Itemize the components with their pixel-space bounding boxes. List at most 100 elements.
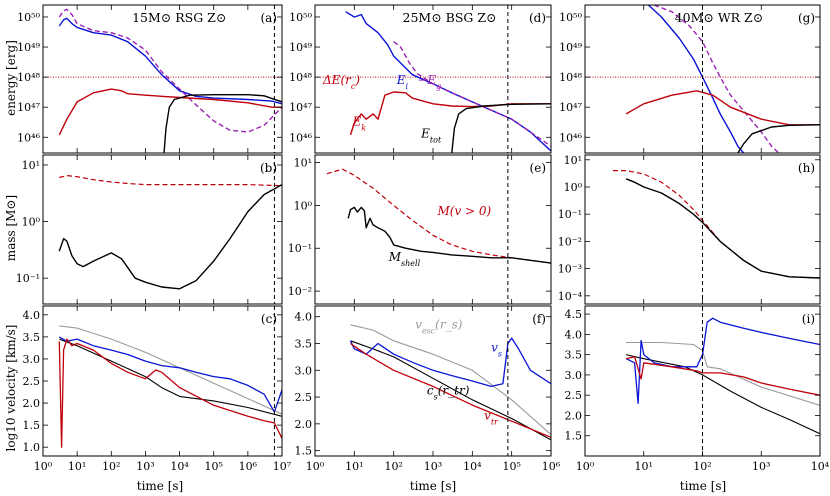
annotation-label: vesc(r_s) [415,318,463,336]
x-axis-label-col3: time [s] [680,479,726,493]
y-tick-label: 10⁴⁶ [289,131,312,144]
x-tick-label: 10⁰ [306,460,325,473]
series-m-shell [58,183,282,290]
panel-c: 10⁰ 10¹ 10² 10³ 10⁴ 10⁵ 10⁶ 10⁷ 1.0 1.5 2.0 2.5 3.0 3… [23,305,292,473]
y-tick-label: 10⁴⁷ [17,101,40,114]
y-tick-label: 1.5 [295,445,313,458]
plot-area [613,155,820,304]
plot-area [43,5,282,153]
series-m-v-0- [613,170,820,279]
series-c-s-r-tr- [625,354,820,435]
panel-d: 10⁴⁶ 10⁴⁷ 10⁴⁸ 10⁴⁹ 10⁵⁰ 25M⊙ BSG Z⊙ (d) ΔE(rc)… [289,4,552,154]
y-tick-label: 2.0 [565,409,583,422]
panel-tag: (a) [260,11,277,25]
plot-area [625,306,820,456]
y-tick-label: 2.0 [23,397,41,410]
series-v-esc-r-s- [350,324,551,436]
y-tick-label: 3.0 [23,353,41,366]
y-tick-label: 10⁴⁸ [289,71,312,84]
annotation-label: M(v > 0) [436,204,491,218]
series-c-s-r-tr- [59,338,282,417]
y-tick-label: 3.5 [565,349,583,362]
panel-title: 40M⊙ WR Z⊙ [675,10,764,25]
y-axis-label-velocity: log10 velocity [km/s] [4,325,18,452]
y-tick-label: 10⁴⁹ [17,41,40,54]
series-c-s-r-tr- [350,340,551,441]
y-tick-label: 10⁻¹ [558,208,582,221]
panel-tag: (g) [798,11,815,25]
series-e-tot [163,94,282,153]
series-v-esc-r-s- [59,325,282,415]
series-e-i [58,17,282,105]
x-tick-label: 10² [693,460,711,473]
series-e-tot [737,124,820,153]
x-tick-label: 10⁵ [502,460,520,473]
panel-tag: (i) [802,312,815,326]
panel-tag: (d) [529,11,546,25]
series-m-v-0- [326,168,551,264]
panel-title: 15M⊙ RSG Z⊙ [132,10,226,25]
y-axis-label-energy: energy [erg] [4,40,18,116]
series-m-v-0- [59,175,282,187]
plot-area [326,155,551,304]
panel-tag: (f) [532,312,546,326]
axes-frame [42,154,283,305]
series-v-s [58,336,282,413]
panel-a: 10⁴⁶ 10⁴⁷ 10⁴⁸ 10⁴⁹ 10⁵⁰ 15M⊙ RSG Z⊙ (a) [17,4,283,154]
plot-area [349,306,551,456]
x-tick-label: 10⁰ [34,460,53,473]
y-tick-label: 3.5 [23,331,41,344]
x-tick-label: 10² [384,460,402,473]
panels: 10⁴⁶ 10⁴⁷ 10⁴⁸ 10⁴⁹ 10⁵⁰ 15M⊙ RSG Z⊙ (a) 10⁴⁶ 10… [16,4,830,473]
y-tick-label: 10⁰ [294,199,313,212]
panel-tag: (e) [530,161,546,175]
panel-e: 10⁻² 10⁻¹ 10⁰ 10¹ (e) M(v > 0) Mshell [288,154,552,305]
annotation-label: Mshell [388,250,421,268]
series--e-g [653,5,780,153]
y-tick-label: 10¹ [294,157,312,170]
x-tick-label: 10² [102,460,120,473]
x-tick-label: 10⁴ [463,460,482,473]
series--e-g [393,41,551,147]
axes-frame [42,4,283,154]
x-tick-label: 10³ [424,460,442,473]
panel-h: 10⁻⁴ 10⁻³ 10⁻² 10⁻¹ 10⁰ 10¹ (h) [558,154,821,305]
series-v-tr [625,356,820,396]
series-v-s [349,337,551,388]
series-e-i [345,11,551,152]
y-tick-label: 10⁻¹ [16,272,40,285]
y-tick-label: 3.0 [295,364,313,377]
x-tick-label: 10³ [136,460,154,473]
panel-tag: (c) [261,312,277,326]
y-tick-label: 2.5 [23,375,41,388]
x-axis-label-col1: time [s] [137,479,183,493]
panel-g: 10⁴⁶ 10⁴⁷ 10⁴⁸ 10⁴⁹ 10⁵⁰ 40M⊙ WR Z⊙ (g) [559,4,821,154]
y-tick-label: 10⁴⁶ [559,131,582,144]
panel-tag: (h) [798,161,815,175]
y-tick-label: 1.0 [23,441,41,454]
y-tick-label: 10⁻⁴ [558,290,583,303]
y-tick-label: 4.5 [565,308,583,321]
y-tick-label: 1.5 [23,419,41,432]
series-v-esc-r-s- [626,341,820,406]
y-tick-label: 10⁴⁷ [289,101,312,114]
y-axis-label-mass: mass [M⊙] [4,195,18,261]
x-tick-label: 10⁵ [205,460,223,473]
series-e-i [647,5,745,153]
plot-area [58,155,282,304]
plot-area [315,5,551,153]
series-e-k [58,88,282,136]
x-tick-label: 10⁶ [542,460,561,473]
y-tick-label: 4.0 [23,309,41,322]
panel-title: 25M⊙ BSG Z⊙ [403,10,497,25]
y-tick-label: 10⁰ [564,181,583,194]
y-tick-label: 10⁴⁸ [559,71,582,84]
x-tick-label: 10⁶ [239,460,258,473]
x-tick-label: 10⁴ [170,460,189,473]
x-tick-label: 10⁰ [576,460,595,473]
panel-f: 10⁰ 10¹ 10² 10³ 10⁴ 10⁵ 10⁶ 1.5 2.0 2.5 3.0 3.5 4.0 (… [295,305,561,473]
annotation-label: Ei [396,73,409,91]
y-tick-label: 10⁵⁰ [17,11,40,24]
y-tick-label: 10⁵⁰ [289,11,312,24]
